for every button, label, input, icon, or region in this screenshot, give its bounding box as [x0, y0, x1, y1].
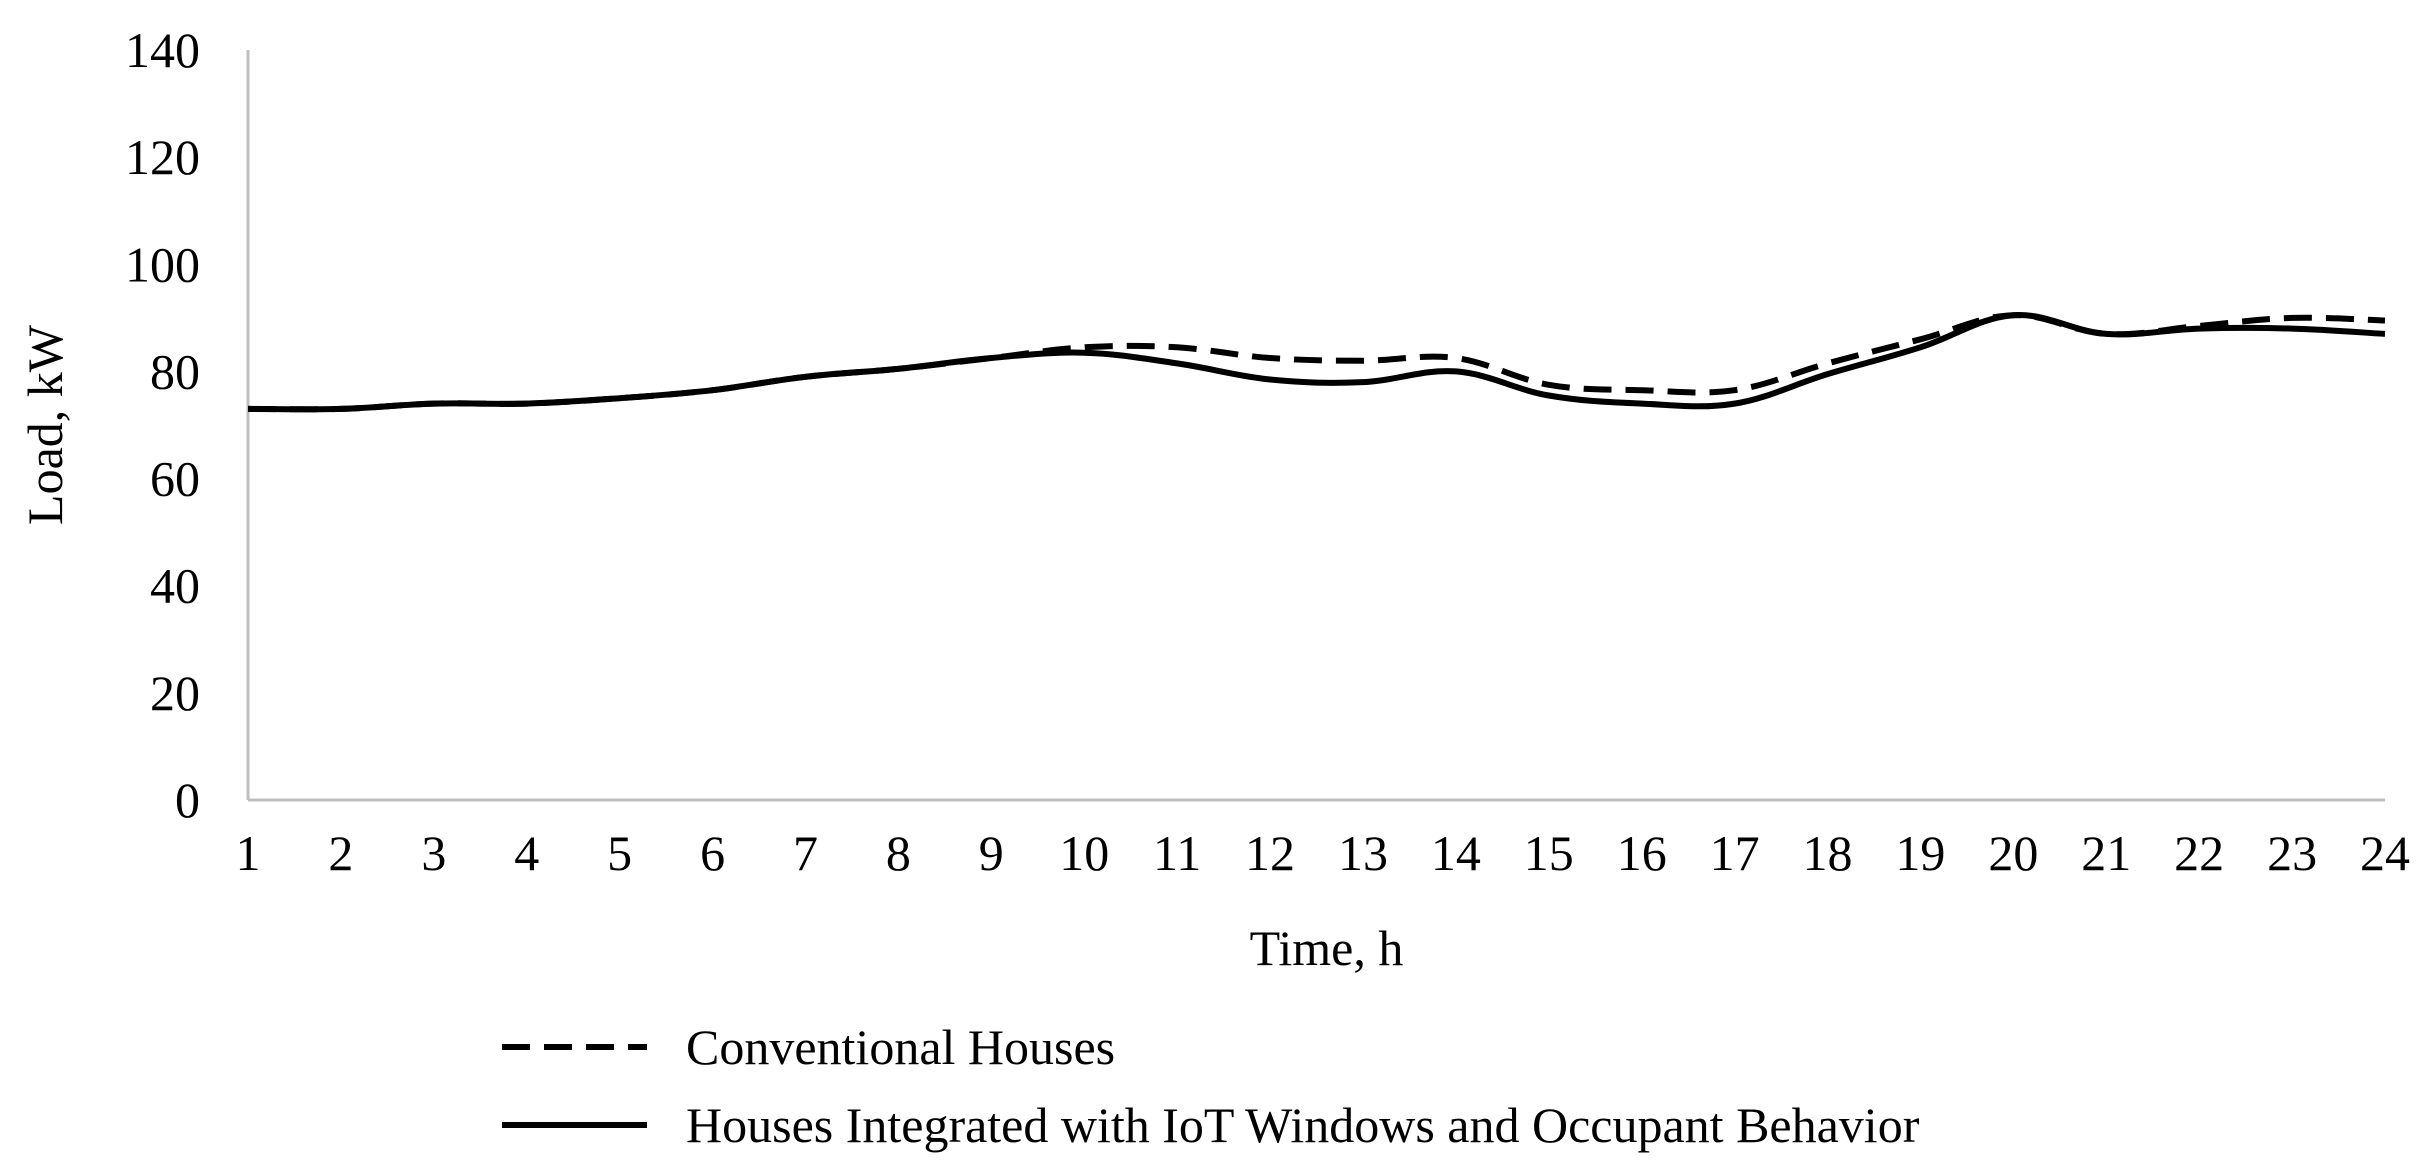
x-tick-label: 11 — [1153, 825, 1201, 881]
x-tick-label: 24 — [2360, 825, 2410, 881]
legend-label: Conventional Houses — [686, 1019, 1115, 1075]
x-tick-label: 17 — [1710, 825, 1760, 881]
x-tick-label: 2 — [328, 825, 353, 881]
x-tick-label: 9 — [979, 825, 1004, 881]
x-tick-label: 15 — [1524, 825, 1574, 881]
x-tick-label: 14 — [1431, 825, 1481, 881]
series-line-conventional-houses — [247, 312, 2386, 413]
x-tick-label: 20 — [1988, 825, 2038, 881]
x-tick-label: 16 — [1617, 825, 1667, 881]
x-tick-label: 21 — [2081, 825, 2131, 881]
x-tick-label: 4 — [514, 825, 539, 881]
y-tick-label: 60 — [150, 451, 200, 507]
x-tick-label: 6 — [700, 825, 725, 881]
x-tick-label: 12 — [1245, 825, 1295, 881]
series-line-iot-windows-houses — [247, 312, 2386, 413]
y-tick-label: 80 — [150, 343, 200, 399]
axes — [246, 50, 2385, 802]
x-tick-label: 18 — [1803, 825, 1853, 881]
x-tick-label: 22 — [2174, 825, 2224, 881]
series-lines — [247, 312, 2386, 413]
x-tick-label: 7 — [793, 825, 818, 881]
y-tick-label: 0 — [175, 772, 200, 828]
x-tick-label: 10 — [1059, 825, 1109, 881]
x-tick-label: 3 — [421, 825, 446, 881]
x-tick-label: 19 — [1895, 825, 1945, 881]
legend-label: Houses Integrated with IoT Windows and O… — [686, 1097, 1920, 1153]
x-tick-label: 13 — [1338, 825, 1388, 881]
x-tick-label: 5 — [607, 825, 632, 881]
y-tick-label: 100 — [125, 236, 200, 292]
y-tick-label: 140 — [125, 22, 200, 78]
x-tick-labels: 1 2 3 4 5 6 7 8 9 10 11 12 13 14 15 16 17 18 19 20 21 22 23 24 — [236, 825, 2411, 881]
x-tick-label: 1 — [236, 825, 261, 881]
y-tick-label: 40 — [150, 558, 200, 614]
legend: Conventional Houses Houses Integrated wit… — [502, 1019, 1920, 1153]
y-axis-title: Load, kW — [17, 324, 73, 525]
y-tick-label: 20 — [150, 665, 200, 721]
x-axis-title: Time, h — [1250, 920, 1404, 976]
y-tick-label: 120 — [125, 129, 200, 185]
x-tick-label: 23 — [2267, 825, 2317, 881]
x-tick-label: 8 — [886, 825, 911, 881]
y-tick-labels: 0 20 40 60 80 100 120 140 — [125, 22, 200, 828]
